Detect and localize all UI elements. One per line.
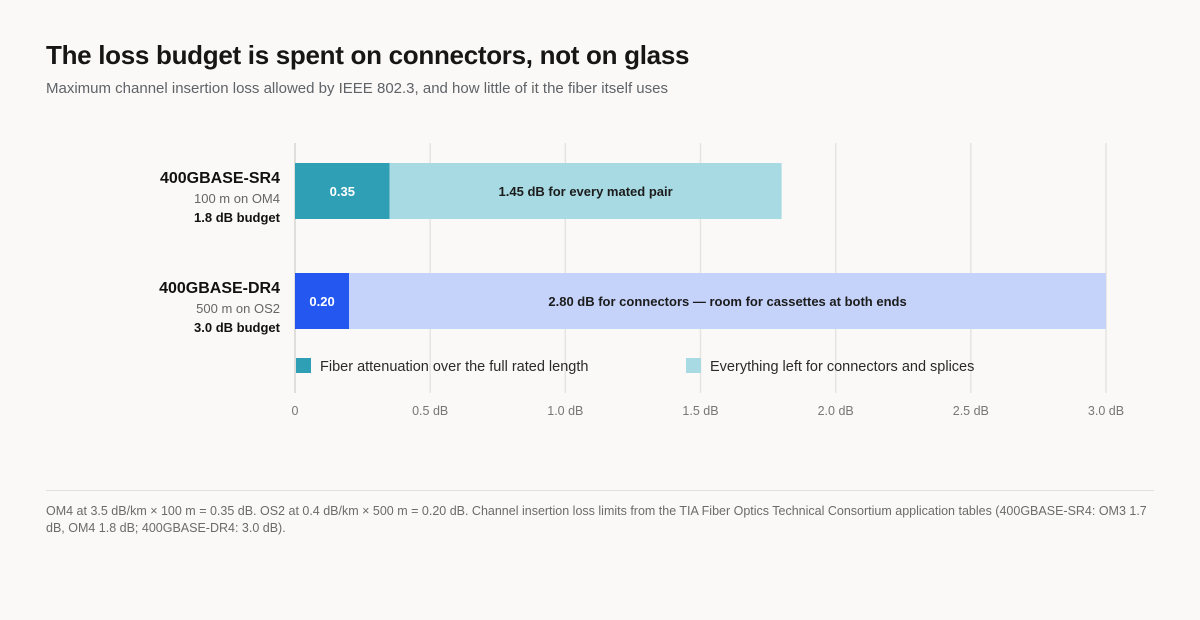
legend-label: Everything left for connectors and splic… bbox=[710, 359, 974, 375]
connector-budget-label: 2.80 dB for connectors — room for casset… bbox=[548, 294, 906, 309]
category-name: 400GBASE-DR4 bbox=[159, 280, 280, 297]
x-tick-label: 2.0 dB bbox=[818, 404, 854, 418]
x-tick-label: 2.5 dB bbox=[953, 404, 989, 418]
x-tick-label: 1.5 dB bbox=[682, 404, 718, 418]
source-footnote: OM4 at 3.5 dB/km × 100 m = 0.35 dB. OS2 … bbox=[46, 490, 1154, 537]
category-name: 400GBASE-SR4 bbox=[160, 170, 280, 187]
category-budget: 3.0 dB budget bbox=[194, 320, 281, 335]
category-detail: 100 m on OM4 bbox=[194, 191, 280, 206]
connector-budget-bar bbox=[389, 163, 782, 219]
legend-label: Fiber attenuation over the full rated le… bbox=[320, 359, 588, 375]
legend-swatch bbox=[296, 358, 311, 373]
fiber-loss-bar bbox=[295, 273, 350, 329]
connector-budget-label: 1.45 dB for every mated pair bbox=[499, 184, 673, 199]
fiber-loss-label: 0.35 bbox=[330, 184, 355, 199]
page-subtitle: Maximum channel insertion loss allowed b… bbox=[46, 80, 668, 97]
fiber-loss-bar bbox=[295, 163, 390, 219]
fiber-loss-label: 0.20 bbox=[309, 294, 334, 309]
x-tick-label: 0.5 dB bbox=[412, 404, 448, 418]
category-budget: 1.8 dB budget bbox=[194, 210, 281, 225]
legend-swatch bbox=[686, 358, 701, 373]
x-tick-label: 0 bbox=[292, 404, 299, 418]
loss-budget-chart: 0 0.5 dB 1.0 dB 1.5 dB 2.0 dB 2.5 dB 3.0 dB 0.3… bbox=[159, 143, 1124, 418]
category-detail: 500 m on OS2 bbox=[196, 301, 280, 316]
x-tick-label: 3.0 dB bbox=[1088, 404, 1124, 418]
connector-budget-bar bbox=[349, 273, 1107, 329]
page-title: The loss budget is spent on connectors, … bbox=[46, 40, 690, 70]
x-tick-label: 1.0 dB bbox=[547, 404, 583, 418]
